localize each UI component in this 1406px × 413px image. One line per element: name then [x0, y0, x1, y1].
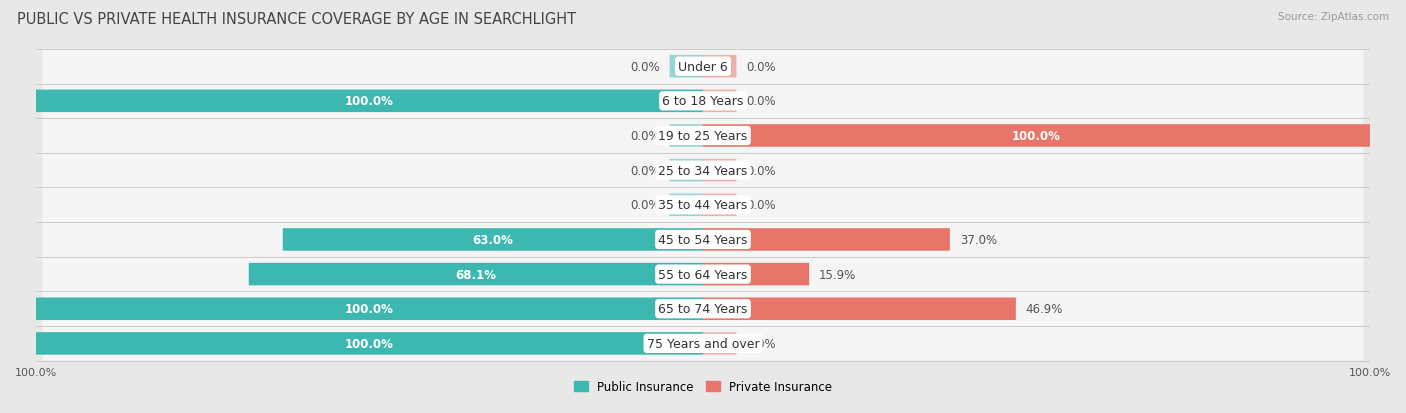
Text: 68.1%: 68.1% [456, 268, 496, 281]
Legend: Public Insurance, Private Insurance: Public Insurance, Private Insurance [569, 375, 837, 398]
FancyBboxPatch shape [37, 298, 703, 320]
Text: 75 Years and over: 75 Years and over [647, 337, 759, 350]
FancyBboxPatch shape [703, 263, 808, 286]
Text: 100.0%: 100.0% [1012, 130, 1062, 142]
FancyBboxPatch shape [669, 56, 703, 78]
Text: 55 to 64 Years: 55 to 64 Years [658, 268, 748, 281]
Text: 0.0%: 0.0% [630, 130, 659, 142]
Text: 0.0%: 0.0% [747, 95, 776, 108]
Text: 35 to 44 Years: 35 to 44 Years [658, 199, 748, 212]
Text: 0.0%: 0.0% [747, 61, 776, 74]
Text: 37.0%: 37.0% [960, 233, 997, 246]
Text: 19 to 25 Years: 19 to 25 Years [658, 130, 748, 142]
FancyBboxPatch shape [42, 292, 1364, 326]
Text: 46.9%: 46.9% [1026, 302, 1063, 316]
FancyBboxPatch shape [42, 326, 1364, 361]
FancyBboxPatch shape [42, 257, 1364, 292]
FancyBboxPatch shape [669, 159, 703, 182]
Text: 0.0%: 0.0% [630, 199, 659, 212]
FancyBboxPatch shape [703, 90, 737, 113]
Text: 25 to 34 Years: 25 to 34 Years [658, 164, 748, 177]
FancyBboxPatch shape [669, 125, 703, 147]
Text: 0.0%: 0.0% [747, 164, 776, 177]
Text: 45 to 54 Years: 45 to 54 Years [658, 233, 748, 246]
FancyBboxPatch shape [42, 50, 1364, 84]
FancyBboxPatch shape [37, 332, 703, 355]
Text: 63.0%: 63.0% [472, 233, 513, 246]
Text: Source: ZipAtlas.com: Source: ZipAtlas.com [1278, 12, 1389, 22]
Text: 65 to 74 Years: 65 to 74 Years [658, 302, 748, 316]
FancyBboxPatch shape [703, 56, 737, 78]
Text: 15.9%: 15.9% [820, 268, 856, 281]
Text: 100.0%: 100.0% [344, 302, 394, 316]
FancyBboxPatch shape [42, 223, 1364, 257]
FancyBboxPatch shape [703, 194, 737, 216]
FancyBboxPatch shape [703, 332, 737, 355]
Text: 100.0%: 100.0% [344, 337, 394, 350]
Text: 6 to 18 Years: 6 to 18 Years [662, 95, 744, 108]
Text: 0.0%: 0.0% [630, 164, 659, 177]
FancyBboxPatch shape [703, 125, 1369, 147]
FancyBboxPatch shape [703, 159, 737, 182]
FancyBboxPatch shape [283, 229, 703, 251]
Text: 0.0%: 0.0% [747, 337, 776, 350]
FancyBboxPatch shape [42, 154, 1364, 188]
Text: 100.0%: 100.0% [344, 95, 394, 108]
Text: PUBLIC VS PRIVATE HEALTH INSURANCE COVERAGE BY AGE IN SEARCHLIGHT: PUBLIC VS PRIVATE HEALTH INSURANCE COVER… [17, 12, 576, 27]
Text: 0.0%: 0.0% [630, 61, 659, 74]
FancyBboxPatch shape [42, 84, 1364, 119]
FancyBboxPatch shape [703, 298, 1017, 320]
Text: Under 6: Under 6 [678, 61, 728, 74]
Text: 0.0%: 0.0% [747, 199, 776, 212]
FancyBboxPatch shape [703, 229, 950, 251]
FancyBboxPatch shape [249, 263, 703, 286]
FancyBboxPatch shape [42, 188, 1364, 223]
FancyBboxPatch shape [37, 90, 703, 113]
FancyBboxPatch shape [42, 119, 1364, 154]
FancyBboxPatch shape [669, 194, 703, 216]
